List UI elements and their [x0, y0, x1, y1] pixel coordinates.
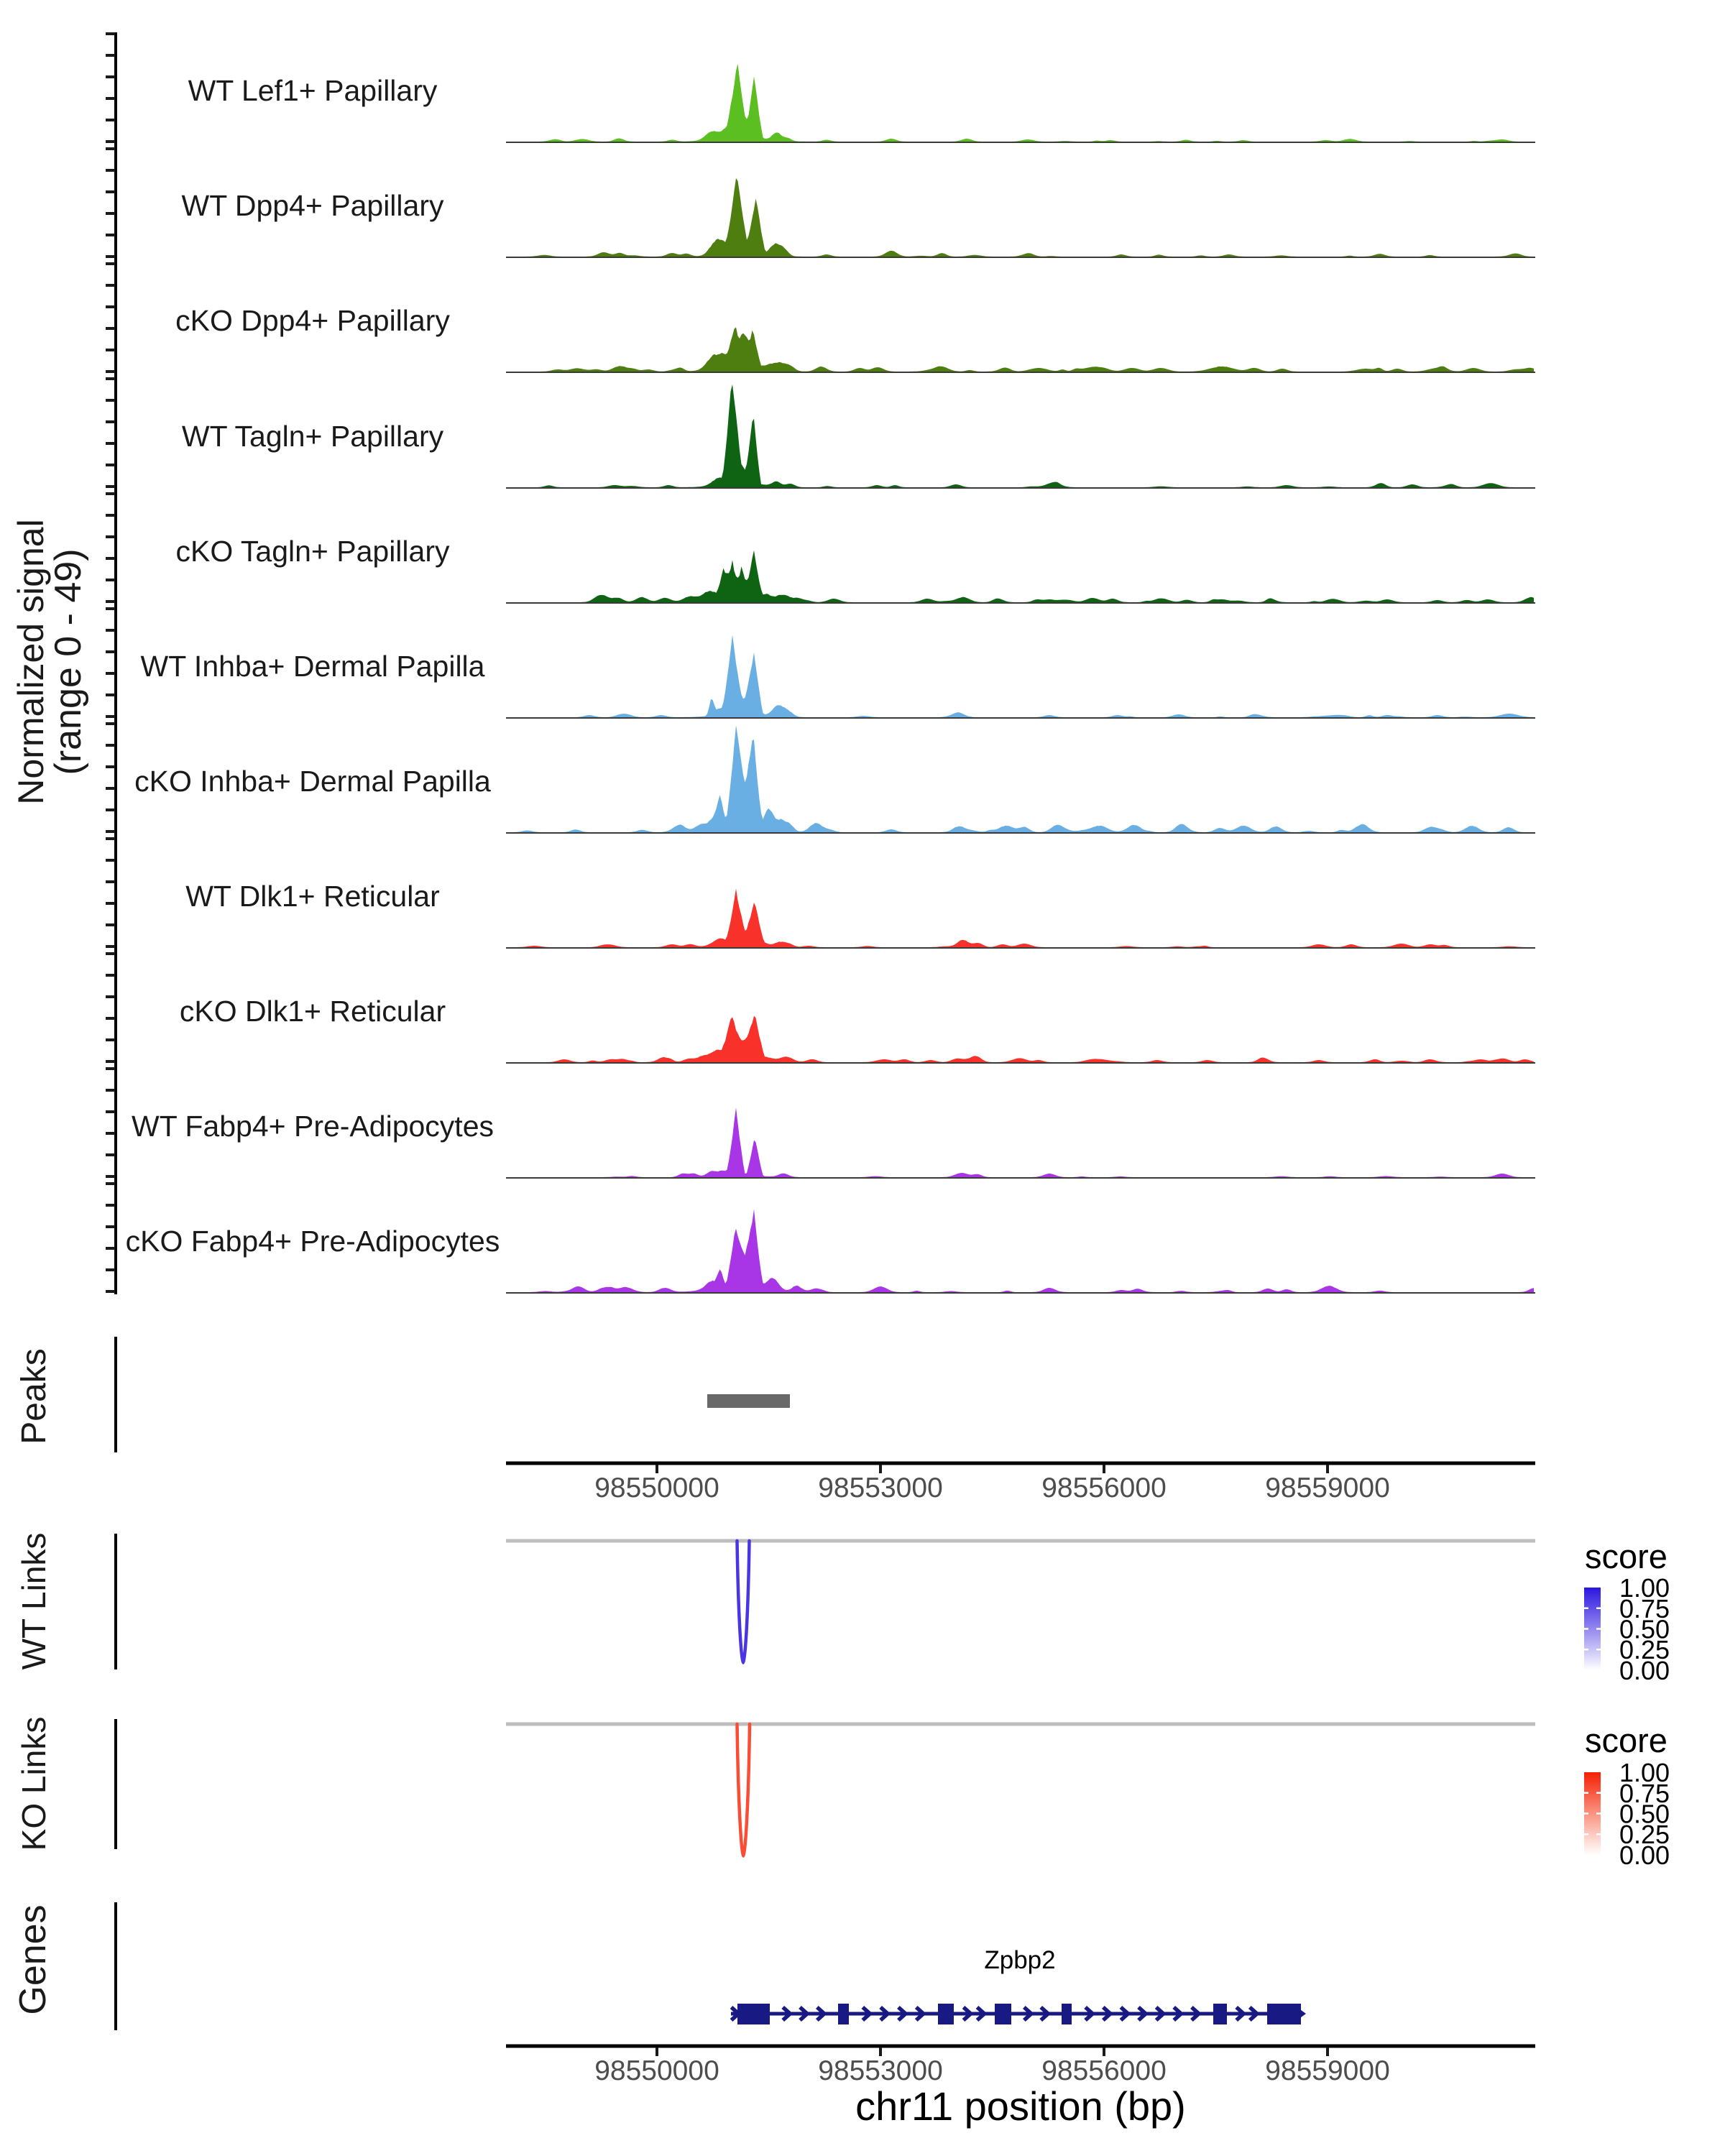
svg-text:cKO Inhba+ Dermal Papilla: cKO Inhba+ Dermal Papilla — [134, 765, 491, 798]
svg-text:0.00: 0.00 — [1619, 1656, 1670, 1685]
svg-text:0.50: 0.50 — [1619, 1800, 1670, 1829]
svg-text:98556000: 98556000 — [1041, 2055, 1167, 2086]
svg-text:98553000: 98553000 — [818, 1473, 943, 1503]
svg-text:1.00: 1.00 — [1619, 1758, 1670, 1787]
svg-text:0.75: 0.75 — [1619, 1594, 1670, 1623]
svg-text:(range 0 - 49): (range 0 - 49) — [47, 548, 89, 775]
svg-text:Genes: Genes — [12, 1904, 54, 2014]
svg-text:score: score — [1585, 1721, 1668, 1759]
svg-text:98559000: 98559000 — [1265, 1473, 1390, 1503]
svg-text:KO Links: KO Links — [15, 1717, 52, 1851]
svg-text:Zpbp2: Zpbp2 — [984, 1946, 1055, 1974]
svg-text:98550000: 98550000 — [594, 1473, 719, 1503]
svg-text:cKO Tagln+ Papillary: cKO Tagln+ Papillary — [176, 535, 450, 568]
svg-text:Peaks: Peaks — [15, 1348, 53, 1444]
svg-text:1.00: 1.00 — [1619, 1573, 1670, 1603]
svg-text:score: score — [1585, 1537, 1668, 1575]
svg-text:98556000: 98556000 — [1041, 1473, 1167, 1503]
svg-text:98559000: 98559000 — [1265, 2055, 1390, 2086]
svg-text:WT Dlk1+ Reticular: WT Dlk1+ Reticular — [185, 880, 440, 913]
svg-text:WT Tagln+ Papillary: WT Tagln+ Papillary — [182, 420, 444, 453]
svg-text:WT Inhba+ Dermal Papilla: WT Inhba+ Dermal Papilla — [141, 650, 485, 683]
svg-text:WT Lef1+ Papillary: WT Lef1+ Papillary — [188, 74, 438, 107]
svg-text:cKO Fabp4+ Pre-Adipocytes: cKO Fabp4+ Pre-Adipocytes — [126, 1225, 500, 1258]
svg-text:0.00: 0.00 — [1619, 1841, 1670, 1870]
svg-text:0.25: 0.25 — [1619, 1635, 1670, 1664]
svg-text:cKO Dpp4+ Papillary: cKO Dpp4+ Papillary — [175, 304, 450, 337]
svg-text:Normalized signal: Normalized signal — [11, 519, 51, 804]
svg-text:cKO Dlk1+ Reticular: cKO Dlk1+ Reticular — [180, 995, 446, 1028]
svg-text:chr11 position (bp): chr11 position (bp) — [855, 2083, 1186, 2129]
svg-text:WT Links: WT Links — [15, 1533, 52, 1670]
svg-text:0.75: 0.75 — [1619, 1779, 1670, 1808]
svg-text:WT Fabp4+ Pre-Adipocytes: WT Fabp4+ Pre-Adipocytes — [132, 1110, 494, 1143]
svg-text:98550000: 98550000 — [594, 2055, 719, 2086]
svg-text:0.50: 0.50 — [1619, 1615, 1670, 1644]
svg-text:WT Dpp4+ Papillary: WT Dpp4+ Papillary — [182, 189, 444, 222]
svg-text:0.25: 0.25 — [1619, 1820, 1670, 1849]
svg-text:98553000: 98553000 — [818, 2055, 943, 2086]
